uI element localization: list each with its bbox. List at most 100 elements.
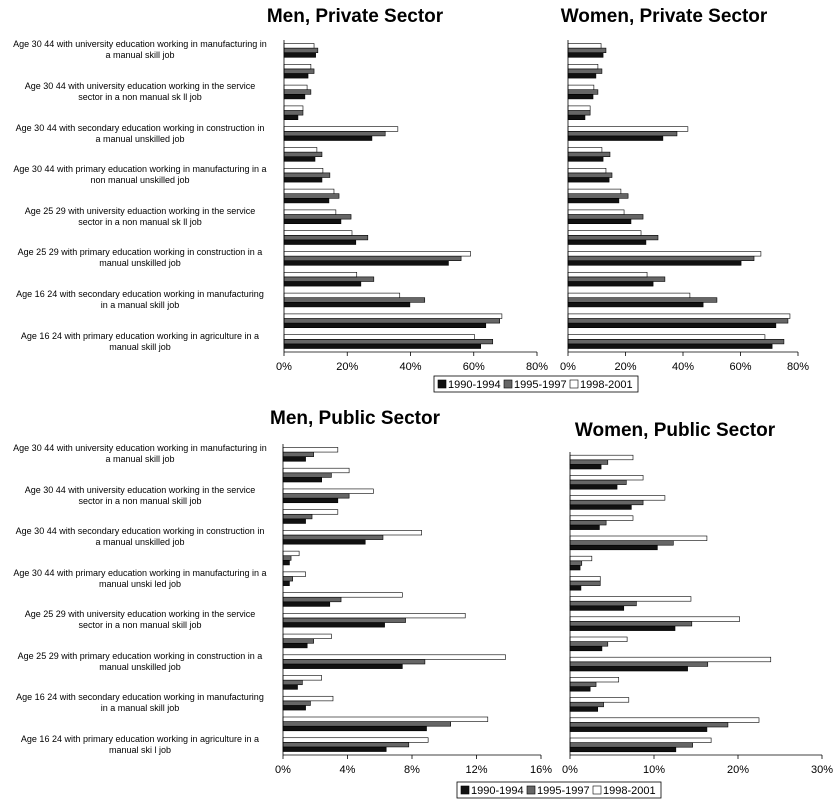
- bar: [569, 540, 674, 546]
- bar: [282, 497, 339, 504]
- bar: [282, 513, 313, 520]
- bar: [283, 177, 323, 183]
- bar: [567, 230, 642, 236]
- bar: [567, 218, 632, 225]
- legend-swatch: [526, 785, 536, 795]
- category-label: Age 25 29 with primary education working…: [17, 650, 263, 672]
- bar: [569, 656, 772, 663]
- bar: [283, 260, 449, 266]
- bar: [282, 509, 339, 515]
- bar: [282, 675, 323, 681]
- x-tick-label: 12%: [465, 764, 487, 776]
- bar: [567, 89, 599, 95]
- bar: [567, 168, 607, 174]
- bar: [569, 722, 729, 728]
- category-label: Age 30 44 with secondary education worki…: [15, 122, 265, 144]
- bar: [283, 131, 386, 137]
- x-tick-label: 0%: [275, 764, 291, 776]
- bar: [569, 616, 740, 622]
- bar: [283, 147, 318, 153]
- chart-title: Women, Private Sector: [561, 6, 768, 27]
- bar: [283, 94, 306, 100]
- bar: [569, 580, 601, 586]
- bar: [283, 235, 369, 241]
- bar: [283, 301, 411, 308]
- bar: [567, 251, 762, 257]
- bar: [567, 135, 664, 141]
- chart-title: Women, Public Sector: [575, 420, 776, 441]
- bar: [567, 271, 648, 278]
- bar: [567, 84, 595, 90]
- category-label: Age 16 24 with secondary education worki…: [16, 289, 264, 310]
- bar: [567, 313, 791, 319]
- bar: [567, 334, 766, 340]
- bar: [569, 697, 630, 703]
- bar: [567, 126, 689, 132]
- bar: [283, 322, 487, 329]
- bar: [283, 135, 373, 141]
- bar: [283, 318, 500, 324]
- bar: [282, 684, 298, 690]
- x-tick-label: 40%: [399, 361, 421, 373]
- bar: [567, 156, 604, 162]
- x-tick-label: 16%: [530, 764, 552, 776]
- bar: [283, 338, 494, 345]
- bar: [567, 214, 644, 220]
- bar: [569, 737, 712, 743]
- bar: [282, 705, 306, 711]
- bar: [569, 524, 600, 530]
- category-label: Age 25 29 with university education work…: [24, 609, 256, 631]
- bar: [567, 114, 586, 120]
- bar: [282, 679, 303, 686]
- x-tick-label: 20%: [336, 361, 358, 373]
- bar: [569, 686, 591, 692]
- legend-swatch: [437, 379, 447, 389]
- bar: [283, 334, 475, 340]
- bar: [567, 177, 610, 183]
- bar: [567, 151, 611, 158]
- x-tick-label: 4%: [340, 764, 356, 776]
- bar: [567, 193, 629, 199]
- bar: [569, 600, 637, 607]
- bar: [282, 659, 426, 665]
- bar: [283, 255, 462, 262]
- bar: [282, 467, 350, 474]
- bar: [282, 638, 314, 644]
- bar: [567, 94, 594, 100]
- x-tick-label: 60%: [729, 361, 751, 373]
- legend-label: 1995-1997: [514, 379, 567, 391]
- bar: [283, 172, 331, 178]
- bar: [283, 151, 323, 158]
- bar: [569, 459, 609, 465]
- bar: [282, 560, 290, 566]
- bar: [567, 198, 620, 204]
- bar: [569, 666, 688, 672]
- bar: [283, 47, 319, 53]
- bar: [569, 499, 644, 506]
- bar: [283, 198, 330, 204]
- bar: [282, 622, 385, 628]
- bar: [567, 52, 604, 58]
- bar: [283, 156, 316, 162]
- bar: [282, 700, 311, 706]
- bar: [567, 64, 599, 70]
- bar: [283, 209, 337, 215]
- bar: [282, 456, 306, 462]
- bar: [282, 580, 290, 586]
- bar: [567, 255, 755, 262]
- bar: [282, 663, 403, 669]
- bar: [282, 530, 422, 536]
- bar: [282, 746, 387, 752]
- bar: [283, 230, 353, 236]
- bar: [567, 68, 603, 74]
- bar: [283, 43, 315, 49]
- bar: [282, 601, 331, 607]
- legend-label: 1998-2001: [603, 785, 656, 797]
- bar: [282, 488, 374, 494]
- bar: [569, 742, 693, 748]
- bar: [283, 313, 503, 319]
- bar: [567, 343, 773, 349]
- bar: [567, 43, 602, 49]
- x-tick-label: 8%: [404, 764, 420, 776]
